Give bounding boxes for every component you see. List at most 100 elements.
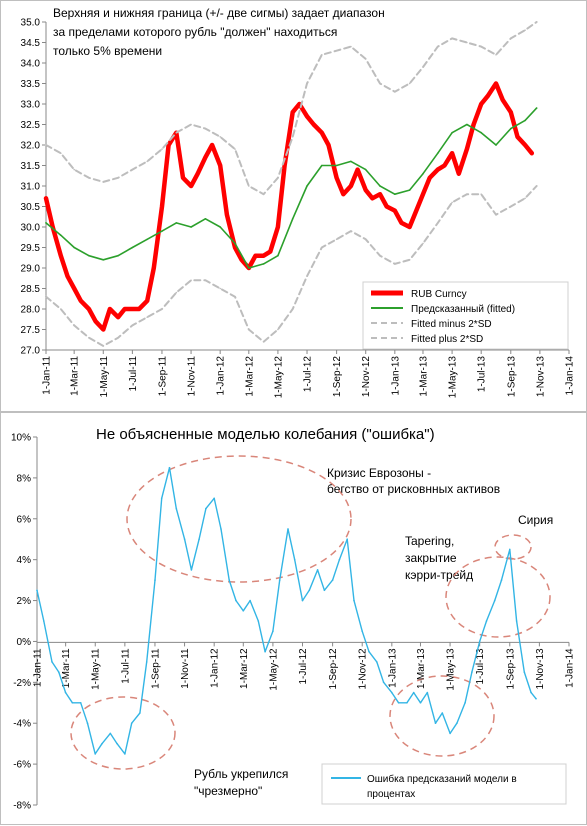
legend-label: Ошибка предсказаний модели в <box>367 773 517 785</box>
x-tick-label: 1-Sep-11 <box>157 356 168 397</box>
rub-series-line-point <box>219 164 221 167</box>
fitted-minus-2sd-line-point <box>45 295 47 298</box>
fitted-series-line-point <box>88 254 90 257</box>
annotation-circle <box>70 696 176 770</box>
rub-series-line-point <box>335 177 338 179</box>
fitted-minus-2sd-line-point <box>437 222 439 224</box>
rub-series-line-point <box>240 259 243 261</box>
fitted-plus-2sd-line-point <box>394 90 396 93</box>
y-tick-label: 34.0 <box>21 59 41 70</box>
error-series-line-point <box>485 620 488 622</box>
fitted-minus-2sd-line-point <box>451 201 453 204</box>
error-series-line-point <box>471 671 473 673</box>
fitted-plus-2sd-line-point <box>60 152 62 154</box>
rub-series-line-point <box>262 254 265 257</box>
bottom-chart-svg: Не объясненные моделью колебания ("ошибк… <box>11 426 576 812</box>
fitted-series-line-point <box>73 246 75 249</box>
fitted-series-line-point <box>510 127 512 130</box>
fitted-minus-2sd-line-point <box>379 254 381 257</box>
fitted-plus-2sd-line-point <box>379 82 381 85</box>
fitted-plus-2sd-line-point <box>88 177 90 179</box>
x-tick-label: 1-Jan-13 <box>387 648 398 688</box>
error-series-line-point <box>205 507 207 510</box>
fitted-series-line-point <box>379 185 381 187</box>
rub-series-line-point <box>182 177 184 179</box>
error-series-line-point <box>361 630 364 632</box>
annotation-tapering-line: закрытие <box>405 551 457 565</box>
x-tick-label: 1-Jan-14 <box>565 356 576 396</box>
y-tick-label: -6% <box>13 760 31 771</box>
bottom-chart-legend: Ошибка предсказаний модели в процентах <box>321 763 567 805</box>
x-tick-label: 1-Nov-12 <box>358 648 369 690</box>
legend-box <box>321 763 567 805</box>
x-tick-label: 1-Jul-12 <box>298 648 309 685</box>
error-series-line-point <box>301 599 304 602</box>
x-tick-label: 1-Jul-13 <box>477 356 488 393</box>
error-series-line-point <box>493 599 496 602</box>
fitted-minus-2sd-line-point <box>495 213 497 216</box>
x-tick-label: 1-Nov-11 <box>180 648 191 689</box>
error-series-line-point <box>139 712 141 714</box>
fitted-series-line-point <box>466 123 468 126</box>
error-series-line-point <box>58 671 60 673</box>
rub-series-line-point <box>204 156 207 159</box>
y-tick-label: 32.5 <box>21 120 41 131</box>
rub-series-line-point <box>306 115 308 118</box>
error-series-line-point <box>145 661 148 663</box>
fitted-minus-2sd-line-point <box>219 287 221 290</box>
annotation-circle <box>494 534 532 560</box>
error-series-line-point <box>175 507 178 510</box>
fitted-series-line-point <box>480 131 483 134</box>
rub-series-line-point <box>211 144 213 146</box>
fitted-plus-2sd-line-point <box>306 82 308 85</box>
error-series-line-point <box>257 620 260 622</box>
error-series-line-point <box>464 702 466 704</box>
y-tick-label: 28.0 <box>21 305 41 316</box>
fitted-series-line-point <box>277 254 279 257</box>
fitted-series-line-point <box>535 107 538 109</box>
rub-series-line-point <box>371 197 374 200</box>
fitted-plus-2sd-line-point <box>190 123 192 126</box>
error-series-line-point <box>264 650 266 653</box>
fitted-plus-2sd-line-point <box>535 21 538 23</box>
fitted-minus-2sd-line-point <box>102 345 105 347</box>
fitted-minus-2sd-line-point <box>204 279 207 282</box>
fitted-minus-2sd-line-point <box>161 308 163 310</box>
rub-series-line-point <box>415 209 418 212</box>
error-series-line-point <box>293 558 296 561</box>
rub-series-line-point <box>379 193 381 195</box>
fitted-series-line-point <box>248 267 250 269</box>
x-tick-label: 1-Mar-11 <box>61 648 72 688</box>
rub-series-line-point <box>80 300 82 302</box>
annotation-ruble-line: Рубль укрепился <box>194 767 288 781</box>
y-tick-label: 30.0 <box>21 223 41 234</box>
rub-series-line-point <box>167 144 170 146</box>
fitted-series-line-point <box>495 144 497 146</box>
error-series-line-point <box>228 579 230 581</box>
y-tick-label: 6% <box>17 514 32 525</box>
rub-series-line-point <box>531 152 533 154</box>
fitted-series-line-point <box>335 164 338 167</box>
error-series-line-point <box>124 753 126 755</box>
error-series-line-point <box>530 691 532 694</box>
error-series-line-point <box>500 579 503 581</box>
fitted-minus-2sd-line-point <box>73 324 75 327</box>
x-tick-label: 1-May-12 <box>268 648 279 691</box>
error-series-line-point <box>316 569 319 571</box>
rub-series-line-point <box>408 226 411 228</box>
rub-series-line-point <box>443 164 446 167</box>
fitted-plus-2sd-line-point <box>117 177 119 179</box>
fitted-plus-2sd-line-point <box>451 37 453 40</box>
y-tick-label: 29.0 <box>21 264 41 275</box>
error-series-line-point <box>382 681 385 684</box>
y-tick-label: 34.5 <box>21 38 41 49</box>
error-series-line-point <box>130 722 133 724</box>
fitted-plus-2sd-line-point <box>131 168 134 171</box>
bottom-chart-title: Не объясненные моделью колебания ("ошибк… <box>96 426 435 443</box>
fitted-series-line-point <box>60 234 62 236</box>
y-tick-label: -2% <box>13 678 31 689</box>
fitted-series-line-point <box>131 246 134 249</box>
legend-label: Fitted plus 2*SD <box>411 334 483 345</box>
error-series-line-point <box>353 599 355 602</box>
error-series-line-point <box>406 702 408 704</box>
